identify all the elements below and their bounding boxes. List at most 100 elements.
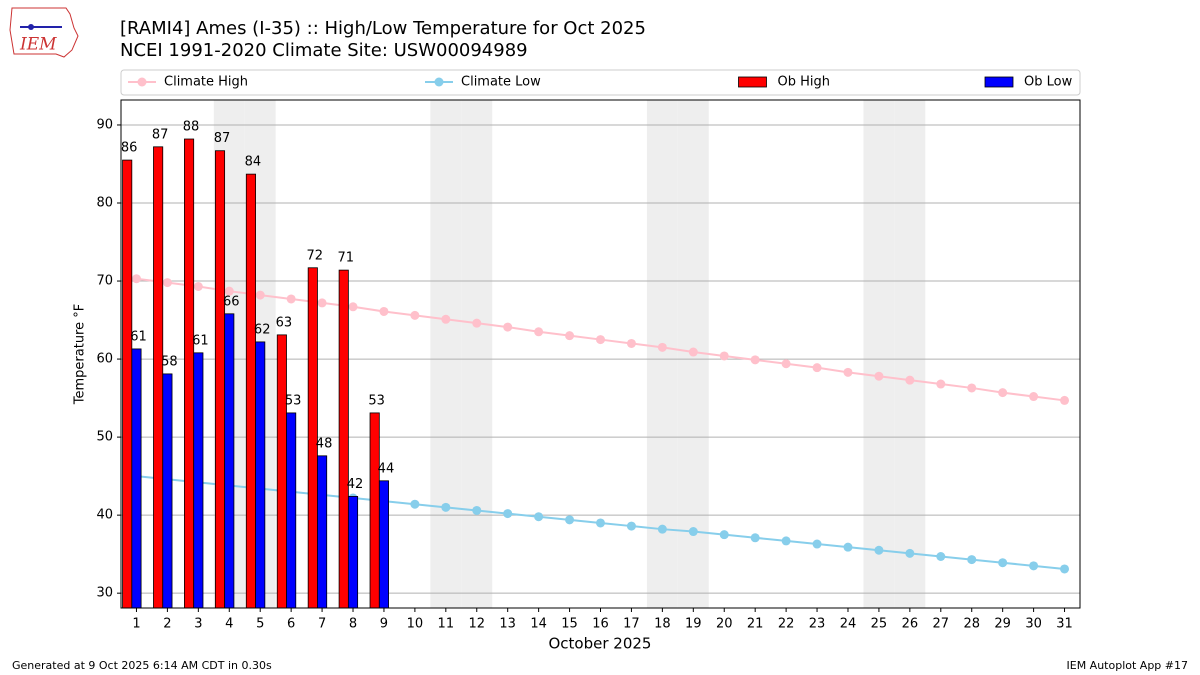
line-marker [688, 347, 698, 357]
logo-dot [28, 24, 34, 30]
x-tick-label: 27 [933, 617, 950, 632]
bar [338, 269, 349, 609]
bar [162, 373, 173, 609]
x-tick-label: 22 [778, 617, 795, 632]
x-tick-label: 4 [225, 617, 233, 632]
x-tick-label: 2 [163, 617, 171, 632]
data-label: 48 [316, 436, 333, 451]
bar [184, 138, 195, 609]
line-marker [286, 294, 296, 304]
bar [286, 412, 297, 609]
data-label: 53 [368, 393, 385, 408]
y-tick-label: 30 [96, 586, 113, 601]
legend-label: Ob Low [1024, 75, 1073, 90]
line-marker [534, 512, 544, 522]
line-marker [565, 331, 575, 341]
line-marker [781, 536, 791, 546]
x-tick-label: 11 [438, 617, 455, 632]
line-marker [874, 371, 884, 381]
x-tick-label: 5 [256, 617, 264, 632]
line-marker [131, 274, 141, 284]
legend-box [120, 69, 1081, 96]
line-marker [843, 542, 853, 552]
data-label: 61 [192, 333, 209, 348]
x-tick-label: 8 [349, 617, 357, 632]
bar [347, 496, 359, 609]
line-marker [1029, 561, 1039, 571]
x-tick-label: 15 [561, 617, 578, 632]
line-marker [565, 515, 575, 525]
x-tick-label: 31 [1056, 617, 1073, 632]
bar [153, 146, 164, 609]
line-marker [410, 499, 420, 509]
data-label: 61 [130, 329, 147, 344]
line-marker [1060, 395, 1070, 405]
bar [122, 159, 133, 609]
line-marker [719, 530, 729, 540]
bar [317, 455, 328, 609]
x-tick-label: 28 [963, 617, 980, 632]
bar [276, 334, 287, 609]
line-marker [596, 335, 605, 345]
line-marker [441, 502, 451, 512]
legend-label: Climate High [164, 75, 248, 90]
x-tick-label: 3 [194, 617, 202, 632]
x-tick-label: 19 [685, 617, 702, 632]
line-marker [348, 302, 358, 312]
y-tick-label: 60 [96, 352, 113, 367]
line-marker [596, 518, 605, 528]
line-marker [719, 351, 729, 361]
x-tick-label: 29 [994, 617, 1011, 632]
line-marker [812, 363, 822, 373]
bar [255, 341, 266, 609]
line-marker [410, 310, 420, 320]
bar [245, 173, 256, 609]
line-marker [1029, 392, 1039, 402]
x-tick-label: 30 [1025, 617, 1042, 632]
data-label: 71 [337, 251, 354, 266]
legend-label: Ob High [778, 75, 831, 90]
line-marker [441, 314, 451, 324]
footer-left: Generated at 9 Oct 2025 6:14 AM CDT in 0… [12, 659, 272, 672]
line-marker [998, 388, 1008, 398]
x-tick-label: 6 [287, 617, 295, 632]
y-tick-label: 90 [96, 117, 113, 132]
line-marker [626, 338, 636, 348]
line-marker [812, 539, 822, 549]
legend-swatch [738, 76, 767, 88]
data-label: 63 [276, 315, 293, 330]
line-marker [905, 375, 915, 385]
line-marker [905, 548, 915, 558]
line-marker [224, 286, 234, 296]
line-marker [503, 322, 513, 332]
x-tick-label: 13 [499, 617, 516, 632]
data-label: 62 [254, 322, 271, 337]
x-tick-label: 25 [871, 617, 888, 632]
data-label: 88 [183, 120, 200, 135]
line-marker [1060, 564, 1070, 574]
y-tick-label: 70 [96, 274, 113, 289]
bar [193, 352, 204, 609]
line-marker [255, 290, 265, 300]
chart-title: [RAMI4] Ames (I-35) :: High/Low Temperat… [120, 18, 646, 39]
line-marker [874, 545, 884, 555]
x-tick-label: 7 [318, 617, 326, 632]
line-marker [472, 505, 482, 515]
y-axis-label: Temperature °F [73, 304, 88, 405]
line-marker [936, 379, 946, 389]
line-marker [688, 527, 698, 537]
x-tick-label: 24 [840, 617, 857, 632]
x-axis-label: October 2025 [549, 635, 652, 653]
legend-swatch [984, 76, 1014, 88]
x-tick-label: 18 [654, 617, 671, 632]
legend-label: Climate Low [461, 75, 541, 90]
x-tick-label: 14 [530, 617, 547, 632]
legend-marker [137, 77, 147, 87]
line-marker [967, 383, 977, 393]
x-tick-label: 1 [132, 617, 140, 632]
weekend-band [894, 100, 926, 608]
line-marker [998, 558, 1008, 568]
line-marker [967, 555, 977, 565]
bar [378, 480, 389, 609]
